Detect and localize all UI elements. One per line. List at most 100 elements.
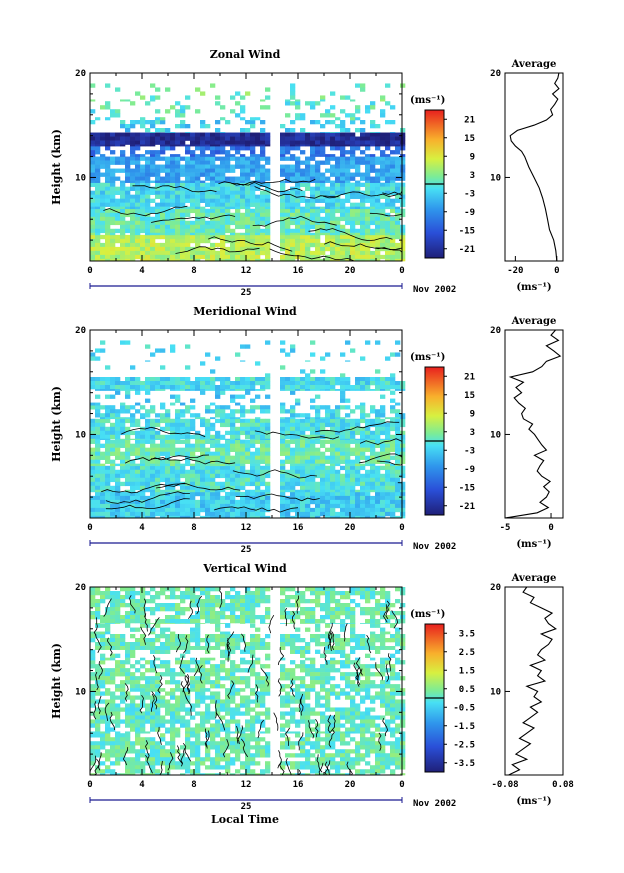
heatmap-cell	[190, 224, 196, 230]
heatmap-cell	[375, 439, 381, 444]
heatmap-cell	[285, 164, 291, 169]
heatmap-cell	[285, 485, 291, 491]
heatmap-cell	[360, 481, 366, 487]
heatmap-cell	[335, 208, 341, 214]
heatmap-cell	[180, 447, 186, 452]
heatmap-cell	[300, 385, 306, 390]
heatmap-cell	[375, 224, 381, 230]
heatmap-cell	[235, 144, 241, 147]
heatmap-cell	[355, 168, 361, 173]
heatmap-cell	[180, 168, 186, 173]
heatmap-cell	[355, 418, 361, 424]
heatmap-cell	[390, 160, 396, 165]
heatmap-cell	[165, 434, 171, 440]
heatmap-cell	[110, 377, 116, 382]
heatmap-cell	[280, 238, 286, 244]
heatmap-cell	[380, 238, 386, 244]
heatmap-cell	[255, 194, 261, 199]
heatmap-cell	[140, 242, 146, 248]
heatmap-cell	[285, 136, 291, 141]
heatmap-cell	[235, 503, 241, 509]
heatmap-cell	[190, 418, 196, 424]
heatmap-cell	[325, 469, 331, 475]
heatmap-cell	[280, 418, 286, 424]
heatmap-cell	[120, 258, 126, 262]
heatmap-cell	[175, 140, 181, 145]
heatmap-cell	[110, 753, 116, 758]
heatmap-cell	[345, 164, 351, 169]
heatmap-cell	[365, 473, 371, 479]
heatmap-cell	[115, 451, 121, 456]
heatmap-cell	[165, 176, 171, 181]
heatmap-cell	[335, 695, 341, 700]
heatmap-cell	[155, 773, 161, 776]
heatmap-cell	[225, 120, 231, 125]
heatmap-cell	[310, 451, 316, 456]
heatmap-cell	[360, 443, 366, 448]
heatmap-cell	[255, 136, 261, 141]
heatmap-cell	[155, 381, 161, 386]
heatmap-cell	[400, 699, 406, 704]
heatmap-cell	[365, 459, 371, 464]
heatmap-cell	[330, 455, 336, 460]
heatmap-cell	[210, 733, 216, 738]
heatmap-cell	[340, 250, 346, 256]
heatmap-cell	[380, 208, 386, 214]
heatmap-cell	[350, 485, 356, 491]
heatmap-cell	[260, 769, 266, 774]
heatmap-cell	[185, 160, 191, 165]
heatmap-cell	[205, 451, 211, 456]
heatmap-cell	[280, 168, 286, 173]
heatmap-cell	[175, 426, 181, 432]
heatmap-cell	[325, 459, 331, 464]
heatmap-cell	[380, 113, 386, 118]
heatmap-cell	[160, 258, 166, 262]
heatmap-cell	[320, 180, 326, 183]
heatmap-cell	[345, 398, 351, 403]
heatmap-cell	[210, 451, 216, 456]
heatmap-cell	[235, 417, 241, 420]
heatmap-cell	[105, 176, 111, 181]
heatmap-cell	[115, 439, 121, 444]
heatmap-cell	[360, 132, 366, 137]
heatmap-cell	[240, 128, 246, 133]
heatmap-cell	[200, 146, 206, 151]
heatmap-cell	[250, 220, 256, 226]
heatmap-cell	[175, 438, 181, 440]
heatmap-cell	[230, 707, 236, 712]
heatmap-cell	[390, 753, 396, 758]
heatmap-cell	[325, 417, 331, 420]
heatmap-cell	[185, 168, 191, 173]
heatmap-cell	[180, 745, 186, 750]
heatmap-cell	[370, 242, 376, 248]
heatmap-cell	[310, 352, 316, 357]
average-title: Average	[511, 59, 557, 70]
heatmap-cell	[90, 773, 96, 776]
heatmap-cell	[95, 477, 101, 483]
heatmap-cell	[150, 765, 156, 770]
heatmap-cell	[230, 176, 236, 181]
heatmap-cell	[295, 439, 301, 444]
heatmap-cell	[295, 101, 301, 106]
heatmap-cell	[245, 757, 251, 762]
heatmap-cell	[400, 515, 406, 519]
heatmap-cell	[285, 753, 291, 758]
heatmap-cell	[230, 206, 236, 210]
heatmap-cell	[130, 699, 136, 704]
heatmap-cell	[225, 733, 231, 738]
heatmap-cell	[245, 91, 251, 96]
heatmap-cell	[210, 258, 216, 262]
heatmap-cell	[150, 172, 156, 177]
heatmap-cell	[245, 198, 251, 203]
heatmap-cell	[365, 377, 371, 382]
heatmap-cell	[240, 95, 246, 100]
heatmap-cell	[130, 254, 136, 260]
heatmap-cell	[325, 186, 331, 191]
heatmap-cell	[150, 254, 156, 260]
heatmap-cell	[360, 430, 366, 436]
heatmap-cell	[170, 459, 176, 464]
heatmap-cell	[285, 761, 291, 766]
x-tick-label: 8	[191, 523, 196, 533]
heatmap-cell	[195, 136, 201, 141]
heatmap-cell	[350, 418, 356, 424]
